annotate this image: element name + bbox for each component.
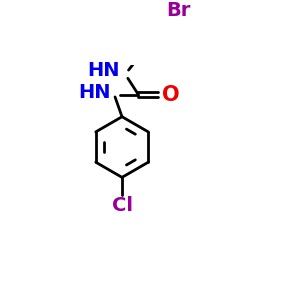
Text: HN: HN — [87, 61, 120, 80]
Text: O: O — [162, 85, 180, 105]
Text: HN: HN — [78, 83, 110, 102]
Text: Cl: Cl — [112, 196, 133, 215]
Text: Br: Br — [166, 1, 191, 20]
